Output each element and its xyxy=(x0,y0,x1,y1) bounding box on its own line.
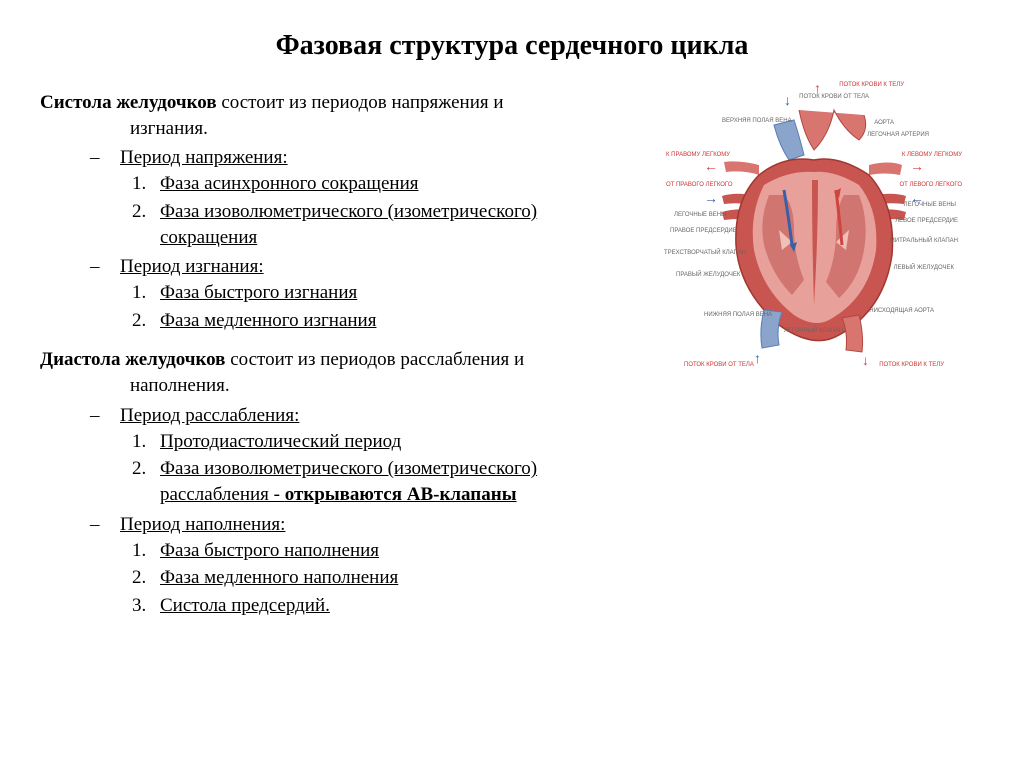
diagram-column: ПОТОК КРОВИ К ТЕЛУ ПОТОК КРОВИ ОТ ТЕЛА В… xyxy=(664,80,984,380)
diastole-period2-label: Период наполнения: xyxy=(120,514,285,535)
lbl-to-right-lung: К ПРАВОМУ ЛЕГКОМУ xyxy=(666,152,730,158)
phase-text: Фаза изоволюметрического (изометрическог… xyxy=(160,458,537,479)
arrow-icon: → xyxy=(704,190,718,206)
lbl-top2: ПОТОК КРОВИ ОТ ТЕЛА xyxy=(799,94,869,100)
phase-num: 1. xyxy=(132,429,146,455)
phase-num: 1. xyxy=(132,538,146,564)
phase-text: Фаза быстрого наполнения xyxy=(160,540,379,561)
phase-text: Систола предсердий. xyxy=(160,595,330,616)
lbl-vena: ВЕРХНЯЯ ПОЛАЯ ВЕНА xyxy=(722,118,792,124)
phase-num: 3. xyxy=(132,593,146,619)
phase-text: Протодиастолический период xyxy=(160,431,401,452)
diastole-p2-phase2: 2. Фаза медленного наполнения xyxy=(160,565,654,591)
diastole-period1: Период расслабления: 1. Протодиастоличес… xyxy=(120,405,654,508)
arrow-icon: ↓ xyxy=(784,92,791,108)
lbl-pulm-valve: ЛЕГОЧНЫЙ КЛАПАН xyxy=(784,328,843,334)
diastole-p1-phase1: 1. Протодиастолический период xyxy=(160,429,654,455)
diastole-intro-bold: Диастола желудочков xyxy=(40,349,225,370)
lbl-from-left-lung: ОТ ЛЕВОГО ЛЕГКОГО xyxy=(899,182,962,188)
systole-period2-label: Период изгнания: xyxy=(120,256,264,277)
systole-p2-phase1: 1. Фаза быстрого изгнания xyxy=(160,280,654,306)
arrow-icon: ↓ xyxy=(862,352,869,368)
lbl-descending: НИСХОДЯЩАЯ АОРТА xyxy=(869,308,934,314)
phase-num: 1. xyxy=(132,171,146,197)
systole-block: Систола желудочков состоит из периодов н… xyxy=(40,90,654,333)
lbl-pulm-veins-r: ЛЕГОЧНЫЕ ВЕНЫ xyxy=(674,212,726,218)
phase-text: Фаза асинхронного сокращения xyxy=(160,173,418,194)
diastole-period2: Период наполнения: 1. Фаза быстрого напо… xyxy=(120,514,654,619)
phase-num: 2. xyxy=(132,199,146,225)
phase-text: Фаза медленного наполнения xyxy=(160,567,398,588)
lbl-right-atrium: ПРАВОЕ ПРЕДСЕРДИЕ xyxy=(670,228,737,234)
lbl-pulm-art: ЛЕГОЧНАЯ АРТЕРИЯ xyxy=(867,132,929,138)
lbl-inf-vena: НИЖНЯЯ ПОЛАЯ ВЕНА xyxy=(704,312,772,318)
arrow-icon: ← xyxy=(704,158,718,174)
phase-text: Фаза изоволюметрического (изометрическог… xyxy=(160,201,537,222)
systole-intro-cont: изгнания. xyxy=(40,116,654,142)
page-title: Фазовая структура сердечного цикла xyxy=(40,30,984,62)
systole-intro-bold: Систола желудочков xyxy=(40,92,217,113)
diastole-intro-rest: состоит из периодов расслабления и xyxy=(225,349,524,370)
arrow-icon: ↑ xyxy=(754,350,761,366)
phase-num: 2. xyxy=(132,308,146,334)
phase-cont: расслабления - открываются АВ-клапаны xyxy=(160,482,654,508)
systole-p1-phase1: 1. Фаза асинхронного сокращения xyxy=(160,171,654,197)
arrow-icon: → xyxy=(910,158,924,174)
lbl-right-vent: ПРАВЫЙ ЖЕЛУДОЧЕК xyxy=(676,272,740,278)
systole-intro: Систола желудочков состоит из периодов н… xyxy=(40,90,654,141)
diastole-period1-label: Период расслабления: xyxy=(120,405,299,426)
lbl-aorta: АОРТА xyxy=(874,120,894,126)
systole-p2-phase2: 2. Фаза медленного изгнания xyxy=(160,308,654,334)
systole-intro-rest: состоит из периодов напряжения и xyxy=(217,92,504,113)
heart-diagram: ПОТОК КРОВИ К ТЕЛУ ПОТОК КРОВИ ОТ ТЕЛА В… xyxy=(664,80,964,380)
lbl-flow-from-body: ПОТОК КРОВИ ОТ ТЕЛА xyxy=(684,362,754,368)
lbl-from-right-lung: ОТ ПРАВОГО ЛЕГКОГО xyxy=(666,182,733,188)
lbl-flow-to-body: ПОТОК КРОВИ К ТЕЛУ xyxy=(879,362,944,368)
phase-num: 2. xyxy=(132,456,146,482)
systole-period1-label: Период напряжения: xyxy=(120,147,288,168)
diastole-p1-phase2: 2. Фаза изоволюметрического (изометричес… xyxy=(160,456,654,507)
diastole-p2-phase3: 3. Систола предсердий. xyxy=(160,593,654,619)
lbl-mitral: МИТРАЛЬНЫЙ КЛАПАН xyxy=(890,238,958,244)
systole-period2: Период изгнания: 1. Фаза быстрого изгнан… xyxy=(120,256,654,333)
diastole-p2-phase1: 1. Фаза быстрого наполнения xyxy=(160,538,654,564)
phase-text: Фаза быстрого изгнания xyxy=(160,282,357,303)
diastole-intro: Диастола желудочков состоит из периодов … xyxy=(40,347,654,398)
diastole-block: Диастола желудочков состоит из периодов … xyxy=(40,347,654,618)
lbl-top1: ПОТОК КРОВИ К ТЕЛУ xyxy=(839,82,904,88)
lbl-left-vent: ЛЕВЫЙ ЖЕЛУДОЧЕК xyxy=(894,265,954,271)
arrow-icon: ↑ xyxy=(814,80,821,96)
phase-num: 1. xyxy=(132,280,146,306)
text-column: Систола желудочков состоит из периодов н… xyxy=(40,90,654,633)
diastole-intro-cont: наполнения. xyxy=(40,373,654,399)
phase-text: Фаза медленного изгнания xyxy=(160,310,376,331)
lbl-left-atrium: ЛЕВОЕ ПРЕДСЕРДИЕ xyxy=(895,218,958,224)
content: Систола желудочков состоит из периодов н… xyxy=(40,90,984,633)
phase-cont: сокращения xyxy=(160,225,654,251)
arrow-icon: ← xyxy=(910,190,924,206)
systole-period1: Период напряжения: 1. Фаза асинхронного … xyxy=(120,147,654,250)
systole-p1-phase2: 2. Фаза изоволюметрического (изометричес… xyxy=(160,199,654,250)
phase-num: 2. xyxy=(132,565,146,591)
lbl-tricuspid: ТРЕХСТВОРЧАТЫЙ КЛАПАН xyxy=(664,250,746,256)
